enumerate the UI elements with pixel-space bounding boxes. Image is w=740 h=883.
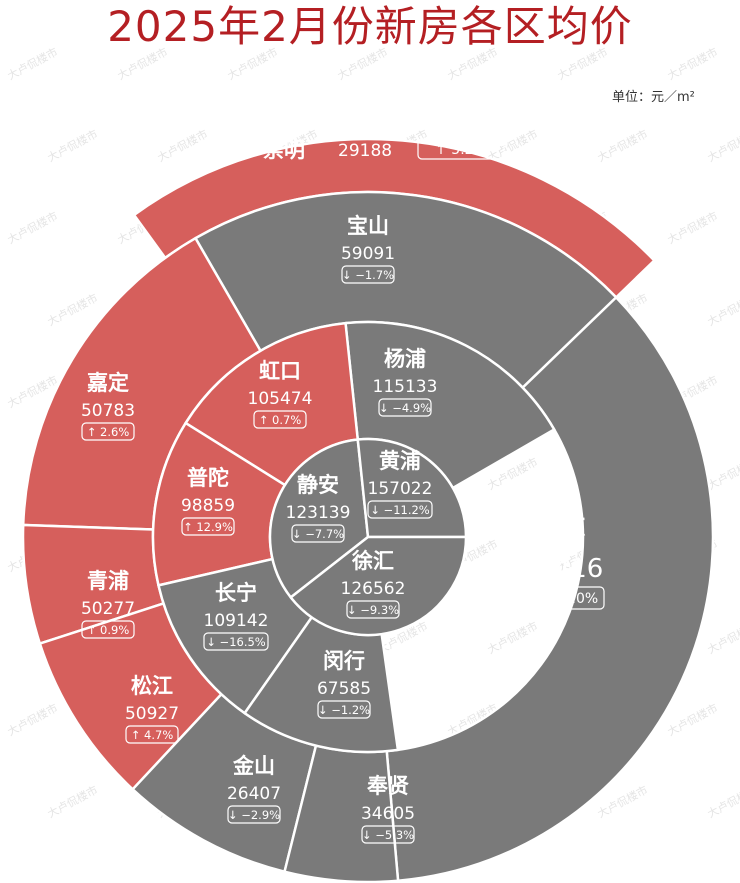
change-box: [367, 500, 433, 519]
watermark-text: 大卢侃楼市: [45, 290, 100, 328]
segment-静安: [268, 438, 370, 600]
segment-label-name: 嘉定: [87, 371, 129, 395]
segment-label-change: ↓ −10.0%: [526, 591, 598, 607]
segment-label-change: ↓ −7.7%: [292, 527, 344, 541]
segment-label-change: ↑ 5.2%: [435, 142, 487, 158]
segment-徐汇: [289, 535, 468, 637]
segment-label-price: 126562: [341, 579, 406, 599]
segment-label-change: ↓ −5.3%: [362, 828, 414, 842]
segment-label-change: ↑ 0.9%: [87, 623, 130, 637]
segment-label-name: 长宁: [215, 581, 257, 605]
segment-label-name: 杨浦: [384, 347, 426, 371]
watermark-text: 大卢侃楼市: [5, 208, 60, 246]
segment-label-price: 109142: [204, 611, 269, 631]
page-title: 2025年2月份新房各区均价: [107, 2, 633, 51]
segment-label-name: 徐汇: [351, 549, 394, 573]
segment-label-change: ↓ −1.2%: [318, 703, 370, 717]
segment-label-change: ↑ 0.7%: [259, 413, 302, 427]
watermark-text: 大卢侃楼市: [705, 290, 740, 328]
watermark-text: 大卢侃楼市: [705, 782, 740, 820]
label-layer: 崇明 29188 ↑ 5.2% 宝山 59091 ↓ −1.7% 浦东 71416 ↓ −10.…: [81, 138, 605, 844]
segment-黄浦: [356, 437, 468, 539]
segment-label-name: 崇明: [263, 138, 305, 162]
change-box: [125, 725, 179, 744]
watermark-text: 大卢侃楼市: [5, 44, 60, 82]
segment-label-name: 黄浦: [379, 449, 421, 473]
segment-label-name: 奉贤: [366, 774, 409, 798]
watermark-text: 大卢侃楼市: [555, 44, 610, 82]
segment-label-price: 98859: [181, 496, 235, 516]
change-box: [81, 422, 135, 441]
segment-label-price: 105474: [248, 389, 313, 409]
segment-label-price: 50783: [81, 401, 135, 421]
watermark-text: 大卢侃楼市: [665, 700, 720, 738]
change-box: [346, 600, 400, 619]
segment-label-price: 67585: [317, 679, 371, 699]
segment-浦东: [385, 295, 715, 883]
segment-label-price: 50927: [125, 704, 179, 724]
segment-label-price: 50277: [81, 599, 135, 619]
segment-label-price: 157022: [368, 479, 433, 499]
segment-label-change: ↑ 2.6%: [87, 425, 130, 439]
watermark-text: 大卢侃楼市: [155, 126, 210, 164]
segment-label-price: 71416: [521, 554, 604, 584]
watermark-text: 大卢侃楼市: [115, 44, 170, 82]
segment-label-price: 59091: [341, 244, 395, 264]
segment-label-name: 浦东: [538, 513, 586, 541]
segment-label-price: 115133: [373, 377, 438, 397]
watermark-text: 大卢侃楼市: [445, 44, 500, 82]
change-box: [203, 632, 269, 651]
segment-label-change: ↓ −1.7%: [342, 268, 394, 282]
segment-label-change: ↓ −16.5%: [206, 635, 266, 649]
change-box: [291, 524, 345, 543]
watermark-text: 大卢侃楼市: [705, 618, 740, 656]
segment-label-name: 闵行: [323, 649, 365, 673]
watermark-text: 大卢侃楼市: [595, 126, 650, 164]
segment-label-name: 青浦: [87, 569, 129, 593]
watermark-text: 大卢侃楼市: [45, 126, 100, 164]
watermark-text: 大卢侃楼市: [5, 700, 60, 738]
change-box: [361, 825, 415, 844]
segment-label-price: 29188: [338, 141, 392, 161]
segment-label-name: 静安: [297, 473, 339, 497]
segment-label-change: ↓ −2.9%: [228, 808, 280, 822]
segment-label-price: 34605: [361, 804, 415, 824]
change-box: [81, 620, 135, 639]
change-box: [417, 138, 505, 160]
watermark-text: 大卢侃楼市: [485, 618, 540, 656]
change-box: [227, 805, 281, 824]
segment-label-name: 虹口: [259, 359, 301, 383]
watermark-text: 大卢侃楼市: [665, 44, 720, 82]
watermark-text: 大卢侃楼市: [335, 44, 390, 82]
segment-label-price: 26407: [227, 784, 281, 804]
segment-label-change: ↓ −11.2%: [370, 503, 430, 517]
watermark-text: 大卢侃楼市: [665, 208, 720, 246]
segment-label-name: 宝山: [347, 214, 389, 238]
watermark-text: 大卢侃楼市: [225, 44, 280, 82]
segment-label-change: ↓ −9.3%: [347, 603, 399, 617]
segment-label-name: 金山: [232, 754, 275, 778]
segment-label-change: ↓ −4.9%: [379, 401, 431, 415]
change-box: [519, 586, 605, 610]
watermark-text: 大卢侃楼市: [45, 782, 100, 820]
change-box: [253, 410, 307, 429]
unit-label: 单位：元／m²: [612, 90, 695, 105]
change-box: [341, 265, 395, 284]
change-box: [317, 700, 371, 719]
segment-label-price: 123139: [286, 503, 351, 523]
watermark-text: 大卢侃楼市: [705, 126, 740, 164]
change-box: [181, 517, 235, 536]
segment-label-change: ↑ 4.7%: [131, 728, 174, 742]
segment-label-name: 普陀: [187, 466, 229, 490]
change-box: [378, 398, 432, 417]
segment-label-change: ↑ 12.9%: [183, 520, 233, 534]
segment-label-name: 松江: [131, 674, 173, 698]
